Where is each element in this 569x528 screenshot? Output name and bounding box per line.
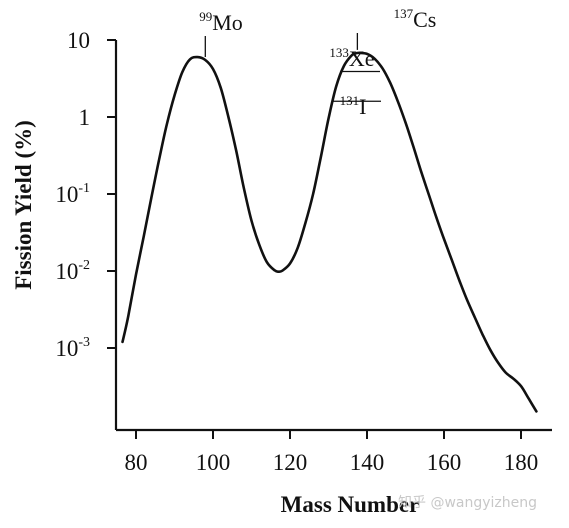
y-tick-label: 10-3 [55,335,90,361]
y-tick-label: 1 [79,105,91,130]
fission-yield-curve [121,51,538,413]
y-tick-label: 10 [67,28,90,53]
y-axis-ticks: 10 1 10-1 10-2 10-3 [55,28,116,361]
isotope-label-cs: 137Cs [394,6,437,32]
x-axis-title: Mass Number [281,492,420,517]
x-tick-label: 180 [504,450,539,475]
watermark-text: 知乎 @wangyizheng [398,495,538,511]
x-tick-label: 100 [196,450,231,475]
isotope-label-i: 131I [340,93,367,119]
x-tick-label: 140 [350,450,385,475]
isotope-label-mo: 99Mo [199,9,243,35]
x-tick-label: 160 [427,450,462,475]
x-tick-label: 80 [125,450,148,475]
y-axis-title: Fission Yield (%) [11,120,36,290]
isotope-annotations: 99Mo 133Xe 131I 137Cs [199,6,436,119]
x-tick-label: 120 [273,450,308,475]
x-axis-ticks: 80 100 120 140 160 180 [125,430,539,475]
isotope-label-xe: 133Xe [329,45,374,71]
y-tick-label: 10-1 [55,181,90,207]
y-tick-label: 10-2 [55,258,90,284]
